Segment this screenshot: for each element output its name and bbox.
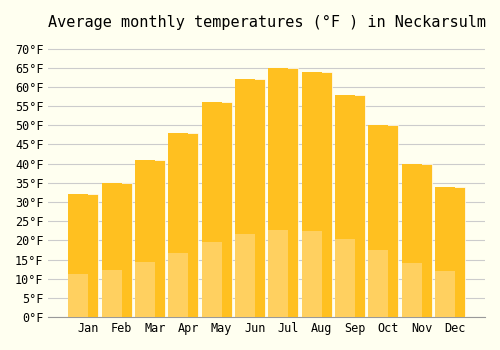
Title: Average monthly temperatures (°F ) in Neckarsulm: Average monthly temperatures (°F ) in Ne… (48, 15, 486, 30)
Bar (402, 164, 422, 264)
Bar (78, 194, 98, 317)
Bar (445, 187, 465, 317)
Bar (245, 79, 265, 317)
Bar (135, 160, 155, 262)
Bar (335, 94, 355, 239)
Bar (145, 160, 165, 317)
Bar (412, 164, 432, 317)
Bar (135, 262, 155, 317)
Bar (268, 230, 288, 317)
Bar (168, 253, 188, 317)
Bar (302, 72, 322, 231)
Bar (212, 102, 232, 317)
Bar (378, 125, 398, 317)
Bar (435, 187, 455, 272)
Bar (302, 231, 322, 317)
Bar (268, 68, 288, 230)
Bar (435, 272, 455, 317)
Bar (168, 133, 188, 253)
Bar (102, 183, 121, 270)
Bar (235, 234, 255, 317)
Bar (102, 270, 121, 317)
Bar (335, 239, 355, 317)
Bar (178, 133, 199, 317)
Bar (202, 102, 222, 242)
Bar (368, 125, 388, 250)
Bar (68, 274, 88, 317)
Bar (368, 250, 388, 317)
Bar (312, 72, 332, 317)
Bar (402, 264, 422, 317)
Bar (112, 183, 132, 317)
Bar (345, 94, 365, 317)
Bar (278, 68, 298, 317)
Bar (202, 242, 222, 317)
Bar (235, 79, 255, 234)
Bar (68, 194, 88, 274)
